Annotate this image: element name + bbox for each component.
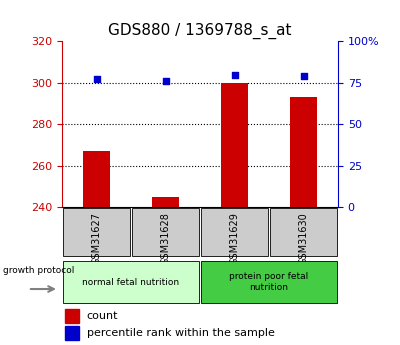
- Point: [93, 77, 100, 82]
- Bar: [290, 97, 317, 207]
- Point: [231, 72, 238, 77]
- Text: GSM31629: GSM31629: [230, 212, 240, 265]
- Point: [300, 73, 307, 79]
- Point: [162, 78, 169, 84]
- Text: growth protocol: growth protocol: [3, 266, 74, 275]
- Bar: [65, 326, 78, 340]
- Bar: [221, 83, 248, 207]
- FancyBboxPatch shape: [62, 260, 199, 304]
- Bar: [83, 151, 110, 207]
- Text: percentile rank within the sample: percentile rank within the sample: [87, 328, 275, 338]
- FancyBboxPatch shape: [132, 208, 200, 256]
- Text: GSM31628: GSM31628: [160, 212, 170, 265]
- Text: count: count: [87, 311, 118, 321]
- Bar: [65, 309, 78, 323]
- Text: GSM31630: GSM31630: [298, 212, 308, 265]
- Text: normal fetal nutrition: normal fetal nutrition: [82, 277, 180, 287]
- Title: GDS880 / 1369788_s_at: GDS880 / 1369788_s_at: [108, 22, 292, 39]
- FancyBboxPatch shape: [62, 208, 130, 256]
- FancyBboxPatch shape: [200, 260, 337, 304]
- FancyBboxPatch shape: [200, 208, 268, 256]
- FancyBboxPatch shape: [270, 208, 338, 256]
- Text: protein poor fetal
nutrition: protein poor fetal nutrition: [229, 272, 309, 292]
- Text: GSM31627: GSM31627: [92, 212, 102, 265]
- Bar: [152, 197, 179, 207]
